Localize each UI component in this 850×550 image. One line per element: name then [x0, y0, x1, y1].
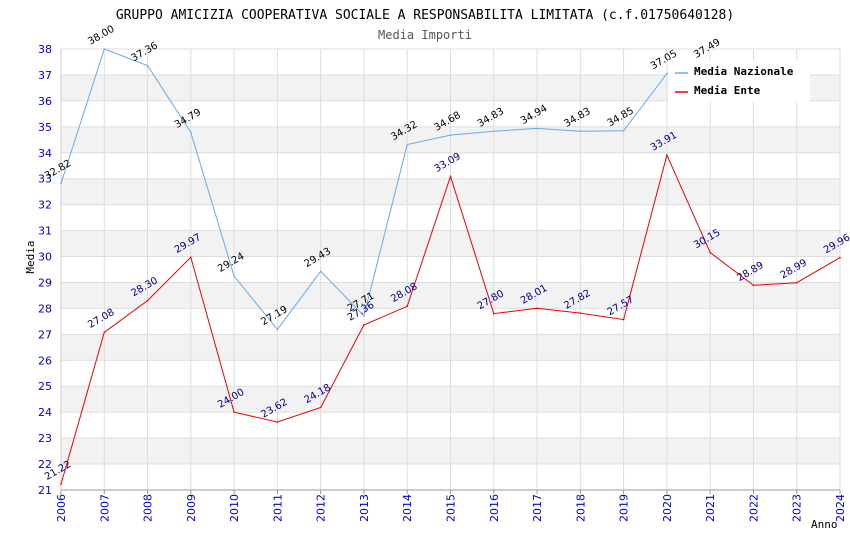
x-tick-label: 2006	[55, 494, 68, 522]
data-point	[60, 483, 62, 486]
data-point	[233, 411, 235, 413]
y-tick-label: 21	[38, 484, 52, 497]
y-tick-label: 29	[38, 276, 52, 289]
x-tick-label: 2013	[358, 494, 371, 522]
data-point	[839, 256, 841, 259]
data-point	[579, 312, 582, 314]
x-tick-label: 2019	[618, 494, 631, 522]
data-point	[709, 251, 711, 254]
series-line-media-nazionale	[60, 48, 711, 331]
y-tick-label: 38	[38, 43, 52, 56]
x-tick-label: 2011	[271, 494, 284, 522]
data-point	[146, 64, 149, 67]
y-tick-label: 30	[38, 251, 52, 264]
data-point	[103, 331, 106, 334]
data-point	[536, 127, 538, 130]
data-label: 38.00	[86, 24, 116, 48]
x-tick-label: 2018	[574, 494, 587, 522]
legend: Media Nazionale Media Ente	[668, 60, 810, 102]
y-axis-label: Media	[24, 240, 37, 273]
data-point	[190, 256, 192, 259]
x-tick-label: 2008	[142, 494, 155, 522]
y-tick-label: 28	[38, 302, 52, 315]
x-tick-label: 2016	[488, 494, 501, 522]
y-tick-label: 22	[38, 458, 52, 471]
data-point	[60, 182, 62, 185]
data-point	[666, 154, 668, 156]
y-tick-label: 35	[38, 121, 52, 134]
legend-label-media-nazionale: Media Nazionale	[694, 65, 794, 78]
y-tick-label: 33	[38, 173, 52, 186]
data-point	[363, 324, 365, 326]
data-point	[319, 406, 322, 409]
x-tick-label: 2014	[401, 494, 414, 522]
data-point	[406, 143, 409, 146]
data-point	[103, 48, 106, 50]
data-point	[622, 129, 625, 132]
data-point	[492, 312, 495, 315]
data-point	[363, 315, 365, 317]
data-point	[666, 72, 668, 75]
data-point	[449, 134, 452, 136]
x-tick-label: 2023	[791, 494, 804, 522]
y-tick-label: 37	[38, 69, 52, 82]
x-tick-label: 2012	[315, 494, 328, 522]
data-point	[190, 131, 192, 134]
x-tick-label: 2021	[704, 494, 717, 522]
y-tick-label: 25	[38, 380, 52, 393]
data-point	[233, 275, 235, 278]
x-tick-label: 2010	[228, 494, 241, 522]
y-tick-label: 24	[38, 406, 52, 419]
x-axis-label: Anno	[811, 518, 838, 531]
data-point	[536, 307, 538, 309]
x-tick-label: 2022	[747, 494, 760, 522]
x-tick-label: 2009	[185, 494, 198, 522]
x-tick-label: 2007	[98, 494, 111, 522]
data-point	[492, 130, 495, 133]
y-tick-label: 36	[38, 95, 52, 108]
y-tick-label: 26	[38, 354, 52, 367]
x-tick-label: 2024	[834, 494, 847, 522]
y-tick-label: 31	[38, 225, 52, 238]
data-point	[276, 421, 279, 423]
y-tick-label: 32	[38, 199, 52, 212]
x-tick-label: 2015	[445, 494, 458, 522]
series-lines	[60, 48, 841, 486]
chart-title: GRUPPO AMICIZIA COOPERATIVA SOCIALE A RE…	[116, 8, 734, 23]
data-point	[319, 270, 322, 273]
y-tick-label: 27	[38, 328, 52, 341]
x-axis-ticks: 2006 2007 2008 2009 2010 2011 2012 2013 2014 2015…	[55, 490, 847, 522]
chart-subtitle: Media Importi	[378, 28, 472, 42]
y-axis-ticks: 21 22 23 24 25 26 27 28 29 30 31 32 33 34 35 36 37 38	[38, 43, 52, 497]
data-point	[146, 299, 149, 302]
data-point	[276, 328, 279, 331]
y-tick-label: 34	[38, 147, 52, 160]
data-point	[406, 305, 409, 308]
data-point	[579, 130, 582, 133]
x-tick-label: 2017	[531, 494, 544, 522]
x-tick-label: 2020	[661, 494, 674, 522]
data-point	[449, 175, 452, 178]
legend-label-media-ente: Media Ente	[694, 84, 761, 97]
y-tick-label: 23	[38, 432, 52, 445]
data-point	[752, 284, 755, 287]
data-point	[622, 318, 625, 321]
data-point	[795, 281, 798, 284]
legend-box	[668, 60, 810, 102]
